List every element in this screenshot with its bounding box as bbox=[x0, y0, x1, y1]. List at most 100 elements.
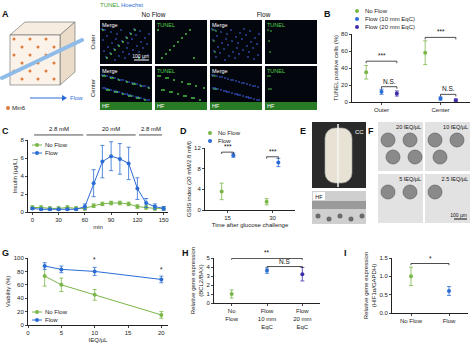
svg-text:Flow10 mmEqC: Flow10 mmEqC bbox=[258, 308, 276, 330]
svg-text:2: 2 bbox=[20, 191, 24, 197]
svg-text:Min6: Min6 bbox=[12, 105, 26, 111]
svg-text:Flow: Flow bbox=[45, 317, 58, 323]
svg-text:8: 8 bbox=[20, 137, 24, 143]
svg-text:Insulin (µg/L): Insulin (µg/L) bbox=[12, 159, 18, 194]
svg-text:0: 0 bbox=[344, 99, 348, 105]
svg-text:***: *** bbox=[378, 52, 386, 59]
svg-text:90: 90 bbox=[108, 217, 115, 223]
svg-text:Center: Center bbox=[431, 107, 449, 113]
svg-text:No Flow: No Flow bbox=[142, 11, 166, 18]
svg-text:Merge: Merge bbox=[102, 68, 118, 74]
svg-text:20 mM: 20 mM bbox=[102, 126, 120, 132]
svg-text:2.8 mM: 2.8 mM bbox=[141, 126, 161, 132]
svg-text:TUNEL: TUNEL bbox=[267, 22, 285, 28]
svg-text:Hoechst: Hoechst bbox=[121, 2, 143, 8]
svg-text:1.0: 1.0 bbox=[379, 273, 388, 279]
svg-text:TUNEL: TUNEL bbox=[100, 2, 120, 8]
svg-text:N.S: N.S bbox=[279, 258, 291, 265]
svg-text:Merge: Merge bbox=[102, 22, 118, 28]
svg-text:No Flow: No Flow bbox=[218, 130, 241, 136]
svg-text:60: 60 bbox=[82, 217, 89, 223]
svg-text:***: *** bbox=[269, 148, 277, 155]
svg-text:4: 4 bbox=[20, 173, 24, 179]
svg-text:***: *** bbox=[437, 28, 445, 35]
svg-text:Outer: Outer bbox=[374, 107, 389, 113]
svg-text:0: 0 bbox=[206, 300, 210, 306]
svg-text:HF: HF bbox=[157, 103, 165, 109]
svg-text:40: 40 bbox=[17, 295, 24, 301]
svg-text:Relative gene expression(BCL2/: Relative gene expression(BCL2/BAX) bbox=[190, 247, 204, 314]
svg-text:*: * bbox=[429, 255, 432, 262]
svg-text:80: 80 bbox=[341, 31, 348, 37]
svg-text:8: 8 bbox=[197, 166, 201, 172]
svg-text:NoFlow: NoFlow bbox=[225, 308, 238, 322]
svg-text:5: 5 bbox=[206, 255, 210, 261]
svg-text:***: *** bbox=[224, 143, 232, 150]
svg-text:0: 0 bbox=[20, 322, 24, 328]
svg-text:30: 30 bbox=[269, 215, 276, 221]
svg-text:Flow: Flow bbox=[218, 138, 231, 144]
svg-text:B: B bbox=[324, 9, 331, 19]
svg-text:Flow: Flow bbox=[257, 11, 271, 18]
svg-text:*: * bbox=[93, 256, 96, 263]
svg-text:2: 2 bbox=[206, 282, 210, 288]
svg-text:Flow: Flow bbox=[443, 318, 456, 324]
svg-text:Viability (%): Viability (%) bbox=[5, 276, 11, 308]
svg-text:No Flow: No Flow bbox=[45, 142, 68, 148]
svg-text:15: 15 bbox=[125, 330, 132, 336]
svg-text:Time after glucose challenge: Time after glucose challenge bbox=[212, 222, 289, 228]
svg-text:C: C bbox=[2, 126, 9, 136]
svg-text:80: 80 bbox=[17, 269, 24, 275]
svg-text:D: D bbox=[180, 126, 187, 136]
svg-text:I: I bbox=[344, 248, 347, 258]
svg-text:TUNEL: TUNEL bbox=[157, 22, 175, 28]
svg-text:4: 4 bbox=[206, 264, 210, 270]
svg-text:60: 60 bbox=[341, 48, 348, 54]
svg-text:1.5: 1.5 bbox=[379, 255, 388, 261]
svg-text:Flow (10 mm EqC): Flow (10 mm EqC) bbox=[365, 16, 415, 22]
svg-text:min: min bbox=[93, 224, 103, 230]
svg-text:N.S.: N.S. bbox=[442, 85, 455, 92]
svg-text:0: 0 bbox=[31, 217, 35, 223]
svg-text:CC: CC bbox=[355, 129, 364, 135]
svg-text:IEQ/µL: IEQ/µL bbox=[89, 337, 108, 343]
svg-text:10 IEQ/µL: 10 IEQ/µL bbox=[443, 124, 468, 130]
svg-text:F: F bbox=[368, 126, 374, 136]
svg-text:*: * bbox=[160, 266, 163, 273]
svg-text:2.8 mM: 2.8 mM bbox=[49, 126, 69, 132]
svg-text:4: 4 bbox=[197, 186, 201, 192]
svg-text:Flow: Flow bbox=[70, 95, 83, 101]
svg-text:20: 20 bbox=[17, 309, 24, 315]
svg-text:TUNEL: TUNEL bbox=[157, 68, 175, 74]
svg-text:120: 120 bbox=[132, 217, 143, 223]
svg-text:A: A bbox=[2, 9, 9, 19]
svg-text:Flow20 mmEqC: Flow20 mmEqC bbox=[293, 308, 311, 330]
svg-text:20 IEQ/µL: 20 IEQ/µL bbox=[396, 124, 421, 130]
svg-text:Flow: Flow bbox=[45, 150, 58, 156]
svg-text:100: 100 bbox=[14, 255, 25, 261]
svg-text:Merge: Merge bbox=[212, 68, 228, 74]
svg-text:HF: HF bbox=[315, 194, 323, 200]
svg-text:N.S.: N.S. bbox=[383, 78, 396, 85]
svg-text:10: 10 bbox=[91, 330, 98, 336]
svg-text:60: 60 bbox=[17, 282, 24, 288]
svg-text:TUNEL: TUNEL bbox=[267, 68, 285, 74]
svg-text:No Flow: No Flow bbox=[365, 8, 388, 14]
svg-text:0.5: 0.5 bbox=[379, 292, 388, 298]
svg-text:HF: HF bbox=[212, 103, 220, 109]
svg-text:150: 150 bbox=[159, 217, 170, 223]
svg-text:5: 5 bbox=[60, 330, 64, 336]
svg-text:Center: Center bbox=[90, 79, 96, 97]
svg-text:20: 20 bbox=[158, 330, 165, 336]
svg-text:30: 30 bbox=[55, 217, 62, 223]
svg-text:2.5 IEQ/µL: 2.5 IEQ/µL bbox=[442, 176, 468, 182]
svg-text:G: G bbox=[2, 248, 9, 258]
svg-text:12: 12 bbox=[194, 145, 201, 151]
svg-text:No Flow: No Flow bbox=[400, 318, 423, 324]
svg-text:Outer: Outer bbox=[90, 34, 96, 49]
svg-text:HF: HF bbox=[267, 103, 275, 109]
svg-text:E: E bbox=[300, 126, 306, 136]
svg-text:6: 6 bbox=[20, 155, 24, 161]
svg-text:15: 15 bbox=[224, 215, 231, 221]
svg-text:HF: HF bbox=[102, 103, 110, 109]
